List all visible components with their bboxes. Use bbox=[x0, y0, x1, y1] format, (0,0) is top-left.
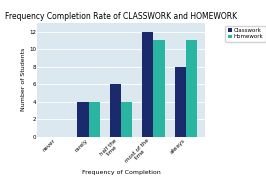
Bar bbox=[153, 40, 165, 137]
Bar bbox=[142, 32, 153, 137]
Legend: Classwork, Homework: Classwork, Homework bbox=[225, 26, 266, 42]
Y-axis label: Number of Students: Number of Students bbox=[21, 48, 26, 112]
Bar bbox=[121, 102, 132, 137]
Title: Frequency Completion Rate of CLASSWORK and HOMEWORK: Frequency Completion Rate of CLASSWORK a… bbox=[5, 12, 237, 21]
Bar bbox=[89, 102, 100, 137]
Bar bbox=[110, 84, 121, 137]
X-axis label: Frequency of Completion: Frequency of Completion bbox=[82, 170, 160, 176]
Bar bbox=[77, 102, 89, 137]
Bar bbox=[174, 67, 186, 137]
Bar bbox=[186, 40, 197, 137]
